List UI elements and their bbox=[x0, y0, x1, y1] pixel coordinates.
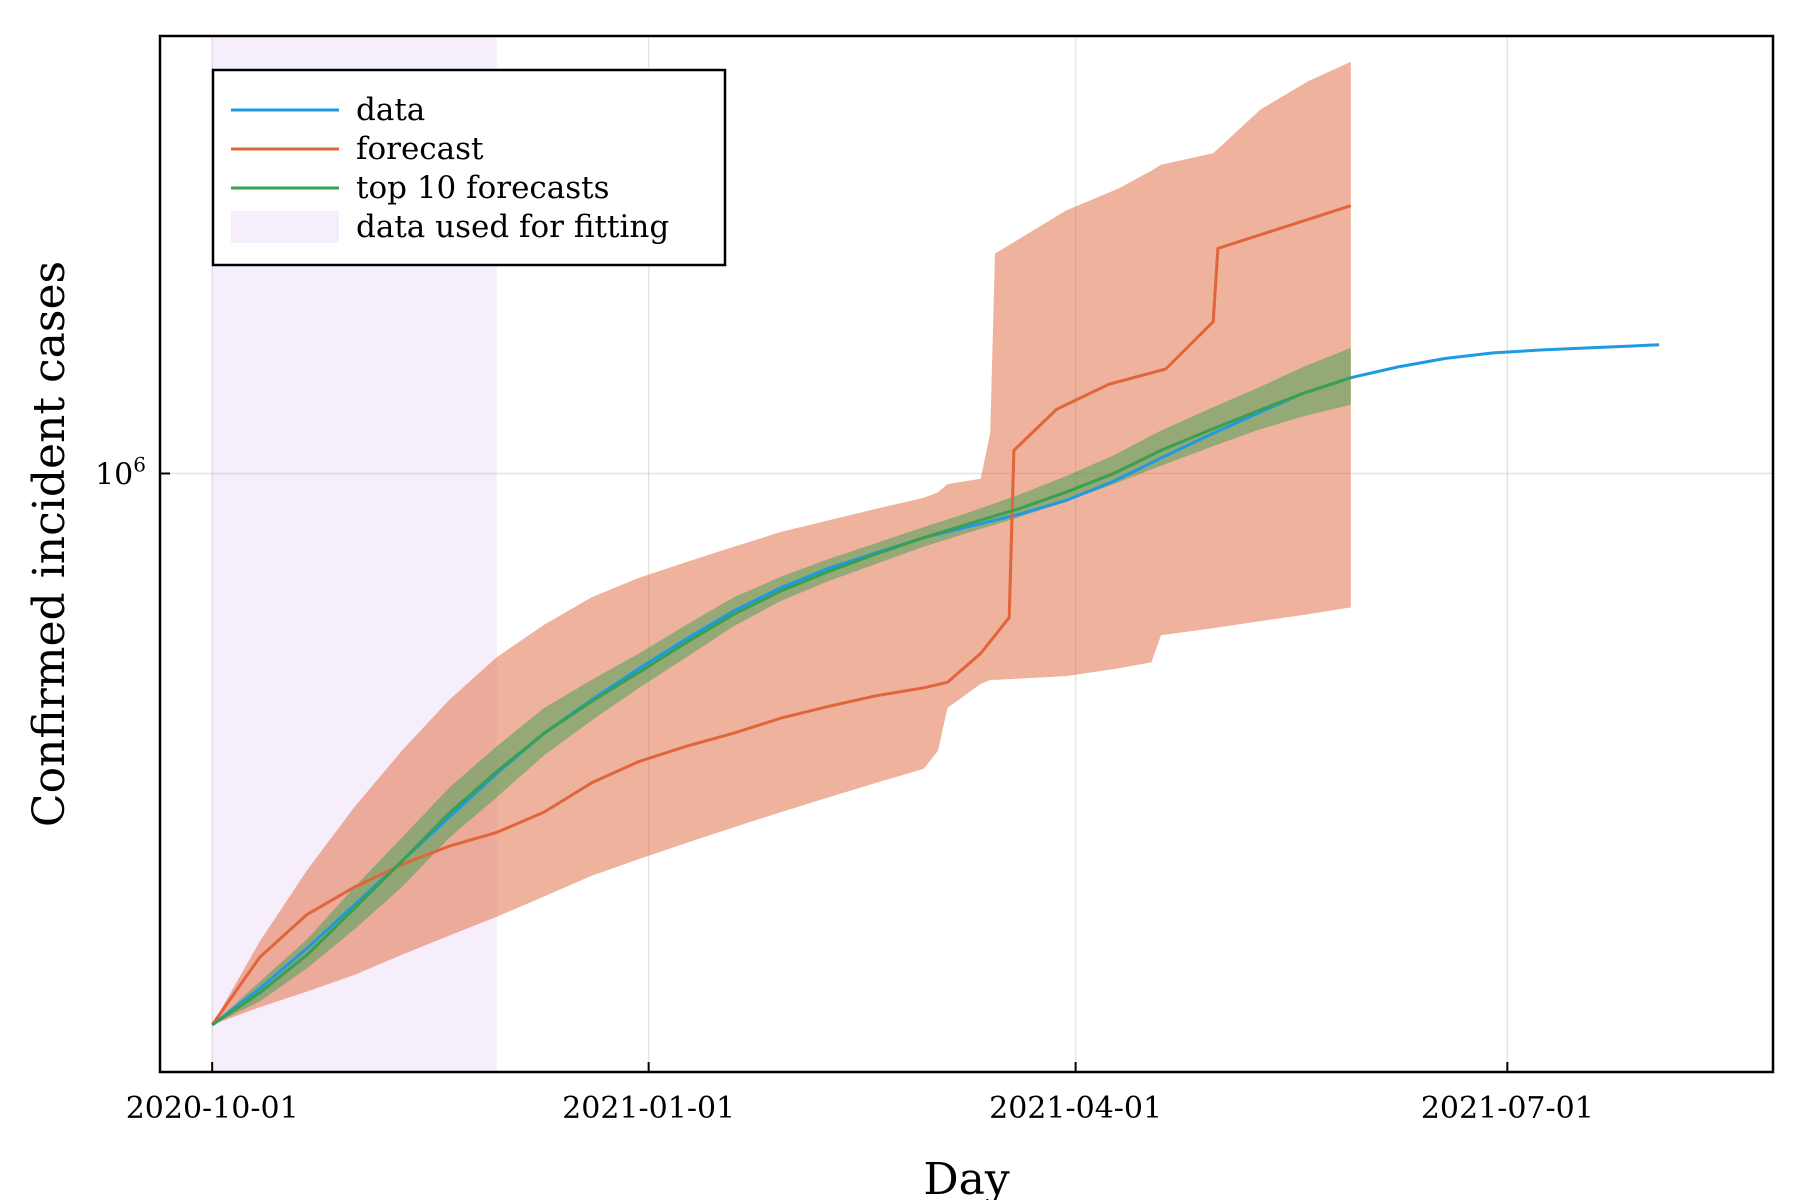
band-layer bbox=[212, 61, 1351, 1025]
x-tick-label: 2021-07-01 bbox=[1421, 1091, 1594, 1126]
y-axis-title: Confirmed incident cases bbox=[24, 261, 75, 827]
legend-label: top 10 forecasts bbox=[356, 170, 610, 206]
legend-swatch-area bbox=[231, 211, 339, 243]
plot-frame bbox=[158, 34, 1775, 1074]
x-tick-label: 2020-10-01 bbox=[126, 1091, 299, 1126]
series-layer bbox=[210, 204, 1660, 1027]
tick-layer: 2020-10-01 2021-01-01 2021-04-01 2021-07-01… bbox=[95, 452, 1594, 1126]
band-top-10-forecasts bbox=[212, 347, 1351, 1025]
series-line-forecast bbox=[210, 204, 1352, 1026]
x-axis-title: Day bbox=[923, 1154, 1010, 1200]
x-tick-label: 2021-01-01 bbox=[562, 1091, 735, 1126]
legend-label: data bbox=[356, 92, 425, 128]
x-tick-label: 2021-04-01 bbox=[989, 1091, 1162, 1126]
legend-label: forecast bbox=[356, 131, 484, 167]
legend-label: data used for fitting bbox=[356, 209, 669, 245]
series-line-top-10-forecasts bbox=[211, 376, 1352, 1027]
